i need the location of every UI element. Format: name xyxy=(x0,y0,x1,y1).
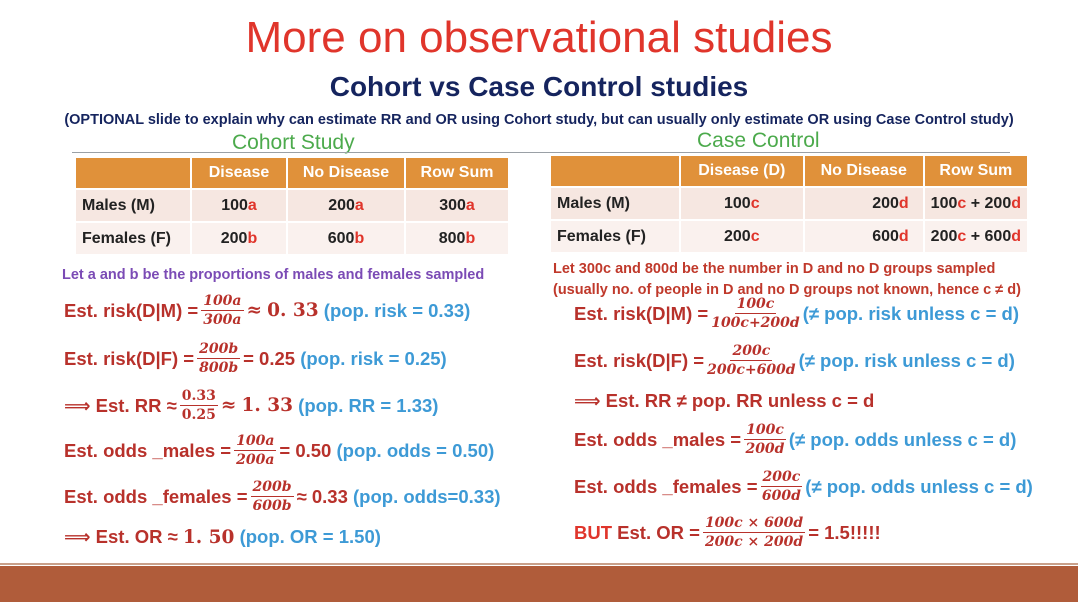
fraction: 200b 600b xyxy=(250,479,294,514)
table-cell: 600d xyxy=(803,219,925,252)
row-label: Males (M) xyxy=(76,188,192,222)
fraction: 200b 800b xyxy=(197,341,241,376)
cc-eq-risk-f: Est. risk(D|F) = 200c 200c+600d (≠ pop. r… xyxy=(574,343,1015,378)
case-control-heading: Case Control xyxy=(697,129,820,152)
table-cell: 200c + 600d xyxy=(923,219,1030,252)
table-row: Females (F) 200b 600b 800b xyxy=(76,221,510,254)
cc-eq-odds-females: Est. odds _females = 200c 600d (≠ pop. od… xyxy=(574,469,1033,504)
table-cell: 200d xyxy=(803,186,925,220)
table-cell: 200b xyxy=(191,221,288,254)
fraction: 100a 300a xyxy=(201,293,244,328)
table-cell: 100c xyxy=(679,186,805,220)
header-disease: Disease xyxy=(191,158,288,189)
fraction: 100c × 600d 200c × 200d xyxy=(702,515,806,550)
footer-line xyxy=(0,563,1078,565)
table-cell: 300a xyxy=(405,188,510,222)
fraction: 100c 100c+200d xyxy=(711,296,800,331)
optional-note: (OPTIONAL slide to explain why can estim… xyxy=(64,112,1014,128)
row-label: Females (F) xyxy=(76,221,192,254)
cohort-heading: Cohort Study xyxy=(232,131,355,154)
slide-subtitle: Cohort vs Case Control studies xyxy=(329,71,749,102)
cohort-eq-odds-males: Est. odds _males = 100a 200a = 0.50 (pop.… xyxy=(64,433,495,468)
row-label: Females (F) xyxy=(551,219,681,252)
cc-eq-or: BUT Est. OR = 100c × 600d 200c × 200d = 1… xyxy=(574,515,881,550)
fraction: 200c 600d xyxy=(760,469,803,504)
cc-eq-odds-males: Est. odds _males = 100c 200d (≠ pop. odds… xyxy=(574,422,1017,457)
table-row: Males (M) 100a 200a 300a xyxy=(76,188,510,222)
cohort-eq-odds-females: Est. odds _females = 200b 600b ≈ 0.33 (po… xyxy=(64,479,501,514)
cohort-table: Disease No Disease Row Sum Males (M) 100… xyxy=(76,158,510,254)
separator-line xyxy=(72,152,1010,153)
cohort-eq-risk-f: Est. risk(D|F) = 200b 800b = 0.25 (pop. r… xyxy=(64,341,447,376)
table-cell: 200c xyxy=(679,219,805,252)
table-cell: 100a xyxy=(191,188,288,222)
cc-eq-risk-m: Est. risk(D|M) = 100c 100c+200d (≠ pop. r… xyxy=(574,296,1019,331)
table-row: Females (F) 200c 600d 200c + 600d xyxy=(551,219,1030,252)
fraction: 200c 200c+600d xyxy=(707,343,796,378)
case-control-table: Disease (D) No Disease Row Sum Males (M)… xyxy=(551,156,1030,252)
case-control-note-1: Let 300c and 800d be the number in D and… xyxy=(553,261,996,277)
header-blank xyxy=(76,158,192,189)
table-row: Males (M) 100c 200d 100c + 200d xyxy=(551,186,1030,220)
table-cell: 200a xyxy=(287,188,406,222)
header-disease-d: Disease (D) xyxy=(679,156,805,187)
cc-eq-rr: ⟹ Est. RR ≠ pop. RR unless c = d xyxy=(574,390,875,411)
header-blank xyxy=(551,156,681,187)
footer-bar xyxy=(0,566,1078,602)
table-cell: 800b xyxy=(405,221,510,254)
fraction: 0.33 0.25 xyxy=(179,388,218,423)
fraction: 100c 200d xyxy=(744,422,786,457)
header-no-disease: No Disease xyxy=(287,158,406,189)
cohort-eq-risk-m: Est. risk(D|M) = 100a 300a ≈ 0. 33 (pop. … xyxy=(64,293,471,328)
table-cell: 100c + 200d xyxy=(923,186,1030,220)
cohort-eq-rr: ⟹ Est. RR ≈ 0.33 0.25 ≈ 1. 33 (pop. RR = … xyxy=(64,388,439,423)
cohort-eq-or: ⟹ Est. OR ≈ 1. 50 (pop. OR = 1.50) xyxy=(64,526,381,548)
header-row-sum: Row Sum xyxy=(923,156,1030,187)
cohort-note: Let a and b be the proportions of males … xyxy=(62,267,485,283)
fraction: 100a 200a xyxy=(234,433,277,468)
case-control-note-2: (usually no. of people in D and no D gro… xyxy=(553,282,1021,298)
header-row-sum: Row Sum xyxy=(405,158,510,189)
slide-title: More on observational studies xyxy=(245,13,833,62)
table-cell: 600b xyxy=(287,221,406,254)
row-label: Males (M) xyxy=(551,186,681,220)
header-no-disease: No Disease xyxy=(803,156,925,187)
